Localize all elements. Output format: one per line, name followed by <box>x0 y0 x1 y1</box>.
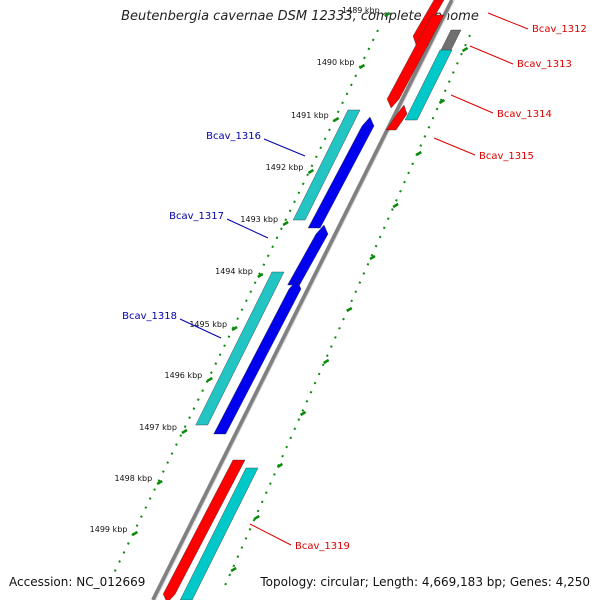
gene-bcav-1317 <box>287 224 329 286</box>
leader-line <box>263 138 306 157</box>
gene-label: Bcav_1313 <box>517 59 572 70</box>
tick-label: 1494 kbp <box>215 267 253 276</box>
genome-backbone <box>151 0 454 600</box>
tick-label: 1493 kbp <box>240 215 278 224</box>
tick-mark <box>230 566 237 573</box>
tick-mark <box>346 306 353 313</box>
tick-label: 1489 kbp <box>342 6 380 15</box>
tick-mark <box>333 116 340 123</box>
gene-label: Bcav_1318 <box>122 311 177 322</box>
leader-line <box>179 318 222 339</box>
gene-label: Bcav_1314 <box>497 109 552 120</box>
leader-line <box>487 12 529 30</box>
gene-label: Bcav_1315 <box>479 151 534 162</box>
leader-line <box>226 218 269 239</box>
gene-bcav-1315 <box>385 104 408 131</box>
cds-bcav-1314 <box>404 49 453 121</box>
gene-bcav-1313-red <box>386 14 445 109</box>
tick-mark <box>131 530 139 537</box>
tick-mark <box>461 46 469 53</box>
tick-label: 1492 kbp <box>266 163 304 172</box>
gene-bcav-1313 <box>439 29 462 54</box>
outer-scale-dots <box>222 34 471 591</box>
tick-mark <box>231 325 238 332</box>
gene-label: Bcav_1319 <box>295 541 350 552</box>
tick-label: 1496 kbp <box>165 371 203 380</box>
leader-line <box>469 45 514 65</box>
tick-mark <box>276 462 284 469</box>
tick-mark <box>323 358 330 365</box>
tick-mark <box>156 479 163 486</box>
tick-label: 1499 kbp <box>90 525 128 534</box>
tick-label: 1498 kbp <box>114 474 152 483</box>
cds-bcav-1318 <box>195 271 285 426</box>
gene-bcav-1318 <box>213 279 302 435</box>
tick-mark <box>392 202 399 209</box>
tick-label: 1497 kbp <box>139 423 177 432</box>
gene-label: Bcav_1312 <box>532 24 587 35</box>
tick-mark <box>282 220 289 227</box>
cds-bcav-1316 <box>292 109 361 221</box>
tick-label: 1495 kbp <box>189 320 227 329</box>
tick-mark <box>369 254 376 261</box>
tick-mark <box>299 410 307 417</box>
tick-mark <box>384 11 391 18</box>
tick-mark <box>307 168 315 175</box>
cds-bcav-1319 <box>179 467 259 600</box>
tick-label: 1490 kbp <box>317 58 355 67</box>
gene-bcav-1319 <box>162 459 246 600</box>
tick-mark <box>415 150 422 157</box>
accession-text: Accession: NC_012669 <box>9 575 146 589</box>
tick-mark <box>358 63 366 70</box>
gene-label: Bcav_1316 <box>206 131 261 142</box>
tick-mark <box>257 272 264 279</box>
topology-summary: Topology: circular; Length: 4,669,183 bp… <box>260 575 590 589</box>
genome-backbone-highlight <box>155 0 455 600</box>
gene-label: Bcav_1317 <box>169 211 224 222</box>
leader-line <box>249 523 292 546</box>
leader-line <box>433 137 476 156</box>
tick-mark <box>181 428 188 435</box>
leader-line <box>450 94 494 114</box>
gene-bcav-1316 <box>307 116 375 229</box>
tick-label: 1491 kbp <box>291 111 329 120</box>
tick-mark <box>438 98 446 105</box>
tick-mark <box>253 514 260 521</box>
tick-mark <box>206 376 213 383</box>
